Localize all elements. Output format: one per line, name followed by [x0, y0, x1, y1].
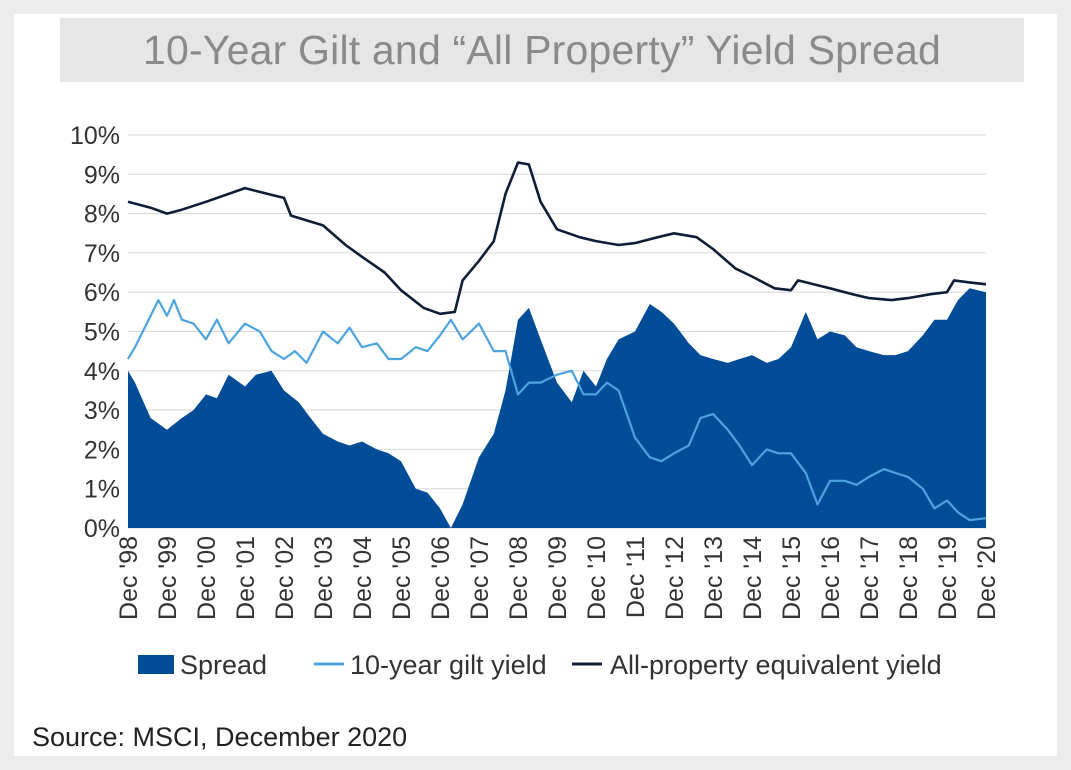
y-tick-label: 2% [84, 436, 120, 464]
x-tick-label: Dec '16 [817, 536, 845, 620]
x-tick-label: Dec '01 [232, 536, 260, 620]
x-tick-label: Dec '05 [388, 536, 416, 620]
spread-area [128, 288, 986, 528]
y-tick-label: 6% [84, 279, 120, 307]
legend-label-spread: Spread [180, 650, 267, 680]
x-tick-label: Dec '11 [622, 536, 650, 618]
x-axis-ticks: Dec '98 Dec '99 Dec '00 Dec '01 Dec '02 Dec '… [115, 536, 1001, 620]
x-tick-label: Dec '08 [505, 536, 533, 620]
gilt-yield-line [127, 299, 987, 522]
source-note: Source: MSCI, December 2020 [32, 722, 408, 752]
x-tick-label: Dec '00 [193, 536, 221, 620]
x-tick-label: Dec '09 [544, 536, 572, 620]
legend-label-gilt: 10-year gilt yield [350, 650, 547, 680]
legend-label-property: All-property equivalent yield [610, 650, 942, 680]
y-tick-label: 1% [84, 476, 120, 504]
x-tick-label: Dec '02 [271, 536, 299, 620]
legend: Spread 10-year gilt yield All-property e… [138, 650, 942, 680]
legend-swatch-spread [138, 655, 174, 674]
property-yield-line [127, 161, 987, 316]
x-tick-label: Dec '98 [115, 536, 143, 620]
y-tick-label: 4% [84, 358, 120, 386]
x-tick-label: Dec '12 [661, 536, 689, 620]
x-tick-label: Dec '18 [895, 536, 923, 620]
chart-svg: 0%1%2%3%4%5%6%7%8%9%10% Dec '98 Dec '99 De… [70, 122, 1001, 680]
property-yield-path [127, 161, 987, 316]
title-banner: 10-Year Gilt and “All Property” Yield Sp… [60, 18, 1024, 82]
x-tick-label: Dec '06 [427, 536, 455, 620]
x-tick-label: Dec '10 [583, 536, 611, 620]
x-tick-label: Dec '19 [934, 536, 962, 620]
chart-title: 10-Year Gilt and “All Property” Yield Sp… [142, 26, 942, 73]
y-tick-label: 8% [84, 201, 120, 229]
x-tick-label: Dec '04 [349, 536, 377, 620]
y-tick-label: 3% [84, 397, 120, 425]
x-tick-label: Dec '07 [466, 536, 494, 620]
gilt-yield-path [127, 299, 987, 522]
x-tick-label: Dec '99 [154, 536, 182, 620]
y-tick-label: 10% [70, 122, 120, 150]
x-tick-label: Dec '03 [310, 536, 338, 620]
x-tick-label: Dec '20 [973, 536, 1001, 620]
y-tick-label: 9% [84, 161, 120, 189]
chart-card: 10-Year Gilt and “All Property” Yield Sp… [14, 14, 1057, 756]
y-tick-label: 5% [84, 319, 120, 347]
x-tick-label: Dec '14 [739, 536, 767, 620]
spread-area-path [128, 288, 986, 528]
x-tick-label: Dec '13 [700, 536, 728, 620]
y-tick-label: 0% [84, 515, 120, 543]
x-tick-label: Dec '17 [856, 536, 884, 620]
x-tick-label: Dec '15 [778, 536, 806, 620]
y-tick-label: 7% [84, 240, 120, 268]
y-axis-ticks: 0% 1% 2% 3% 4% 5% 6% 7% 8% 9% 10% [70, 122, 120, 543]
